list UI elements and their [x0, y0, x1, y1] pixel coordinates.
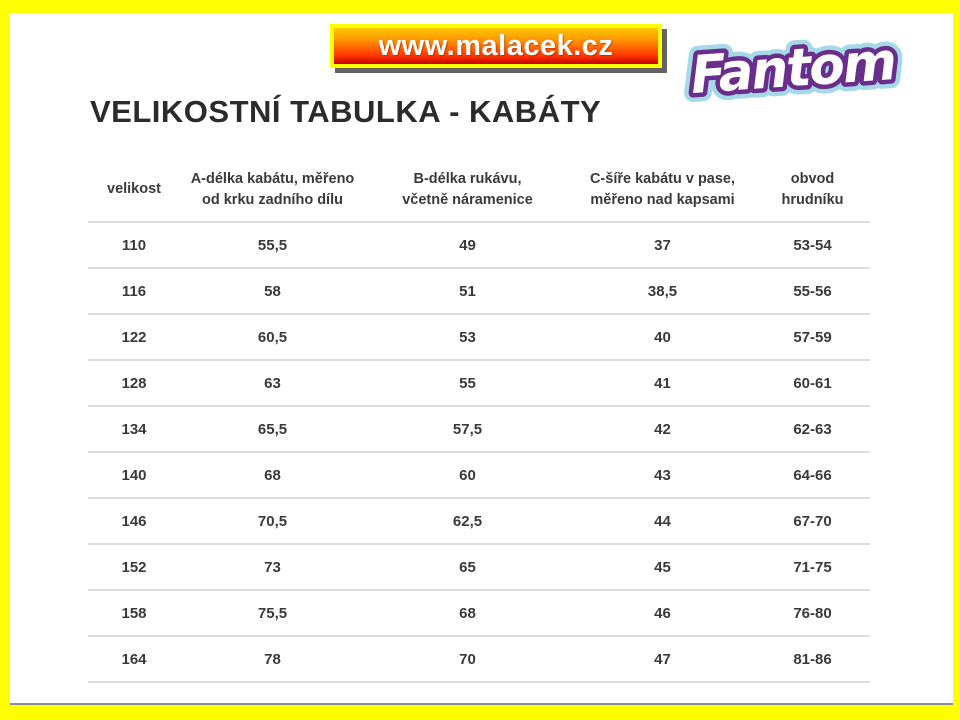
- cell-velikost: 164: [88, 636, 180, 683]
- cell-sire-kabatu: 46: [570, 590, 755, 637]
- fantom-logo: Fantom Fantom Fantom: [668, 22, 918, 115]
- column-header-delka-rukavu: B-délka rukávu, včetně náramenice: [365, 158, 570, 223]
- table-row: 128 63 55 41 60-61: [88, 360, 870, 407]
- table-row: 158 75,5 68 46 76-80: [88, 590, 870, 637]
- cell-obvod-hrudniku: 60-61: [755, 360, 870, 407]
- cell-delka-rukavu: 57,5: [365, 406, 570, 453]
- bottom-edge-line: [10, 703, 953, 705]
- fantom-logo-text: Fantom: [689, 32, 897, 106]
- cell-velikost: 116: [88, 268, 180, 315]
- cell-delka-rukavu: 65: [365, 544, 570, 591]
- cell-velikost: 158: [88, 590, 180, 637]
- cell-sire-kabatu: 40: [570, 314, 755, 361]
- table-row: 134 65,5 57,5 42 62-63: [88, 406, 870, 453]
- website-url-text: www.malacek.cz: [378, 29, 614, 62]
- cell-obvod-hrudniku: 55-56: [755, 268, 870, 315]
- cell-delka-kabatu: 70,5: [180, 498, 365, 545]
- cell-delka-rukavu: 51: [365, 268, 570, 315]
- cell-obvod-hrudniku: 67-70: [755, 498, 870, 545]
- table-row: 152 73 65 45 71-75: [88, 544, 870, 591]
- cell-delka-rukavu: 49: [365, 222, 570, 269]
- page-title: VELIKOSTNÍ TABULKA - KABÁTY: [90, 94, 602, 129]
- cell-velikost: 134: [88, 406, 180, 453]
- cell-delka-kabatu: 63: [180, 360, 365, 407]
- column-header-obvod-hrudniku: obvod hrudníku: [755, 158, 870, 223]
- size-table: velikost A-délka kabátu, měřeno od krku …: [88, 158, 870, 683]
- cell-sire-kabatu: 47: [570, 636, 755, 683]
- website-banner[interactable]: www.malacek.cz: [330, 24, 662, 68]
- cell-obvod-hrudniku: 71-75: [755, 544, 870, 591]
- size-table-header: velikost A-délka kabátu, měřeno od krku …: [88, 158, 870, 223]
- cell-delka-rukavu: 68: [365, 590, 570, 637]
- cell-sire-kabatu: 38,5: [570, 268, 755, 315]
- cell-delka-rukavu: 70: [365, 636, 570, 683]
- cell-delka-rukavu: 62,5: [365, 498, 570, 545]
- slide-background: www.malacek.cz Fantom Fantom Fantom VELI…: [10, 13, 953, 705]
- cell-delka-kabatu: 55,5: [180, 222, 365, 269]
- cell-obvod-hrudniku: 62-63: [755, 406, 870, 453]
- cell-obvod-hrudniku: 81-86: [755, 636, 870, 683]
- cell-velikost: 128: [88, 360, 180, 407]
- column-header-velikost: velikost: [88, 158, 180, 223]
- cell-delka-kabatu: 73: [180, 544, 365, 591]
- cell-sire-kabatu: 42: [570, 406, 755, 453]
- cell-velikost: 146: [88, 498, 180, 545]
- cell-obvod-hrudniku: 76-80: [755, 590, 870, 637]
- table-row: 110 55,5 49 37 53-54: [88, 222, 870, 269]
- cell-delka-kabatu: 78: [180, 636, 365, 683]
- cell-sire-kabatu: 37: [570, 222, 755, 269]
- cell-delka-kabatu: 65,5: [180, 406, 365, 453]
- cell-delka-kabatu: 60,5: [180, 314, 365, 361]
- cell-delka-rukavu: 55: [365, 360, 570, 407]
- column-header-delka-kabatu: A-délka kabátu, měřeno od krku zadního d…: [180, 158, 365, 223]
- fantom-logo-svg: Fantom Fantom Fantom: [680, 23, 906, 115]
- column-header-sire-kabatu: C-šíře kabátu v pase, měřeno nad kapsami: [570, 158, 755, 223]
- table-row: 140 68 60 43 64-66: [88, 452, 870, 499]
- cell-delka-rukavu: 53: [365, 314, 570, 361]
- header-row: velikost A-délka kabátu, měřeno od krku …: [88, 158, 870, 223]
- cell-delka-kabatu: 58: [180, 268, 365, 315]
- cell-velikost: 110: [88, 222, 180, 269]
- cell-delka-rukavu: 60: [365, 452, 570, 499]
- table-row: 122 60,5 53 40 57-59: [88, 314, 870, 361]
- cell-obvod-hrudniku: 57-59: [755, 314, 870, 361]
- cell-velikost: 152: [88, 544, 180, 591]
- cell-sire-kabatu: 41: [570, 360, 755, 407]
- cell-obvod-hrudniku: 53-54: [755, 222, 870, 269]
- size-table-body: 110 55,5 49 37 53-54 116 58 51 38,5 55-5…: [88, 222, 870, 683]
- cell-sire-kabatu: 44: [570, 498, 755, 545]
- cell-sire-kabatu: 43: [570, 452, 755, 499]
- cell-velikost: 122: [88, 314, 180, 361]
- cell-velikost: 140: [88, 452, 180, 499]
- cell-delka-kabatu: 75,5: [180, 590, 365, 637]
- table-row: 164 78 70 47 81-86: [88, 636, 870, 683]
- cell-delka-kabatu: 68: [180, 452, 365, 499]
- table-row: 116 58 51 38,5 55-56: [88, 268, 870, 315]
- cell-sire-kabatu: 45: [570, 544, 755, 591]
- table-row: 146 70,5 62,5 44 67-70: [88, 498, 870, 545]
- cell-obvod-hrudniku: 64-66: [755, 452, 870, 499]
